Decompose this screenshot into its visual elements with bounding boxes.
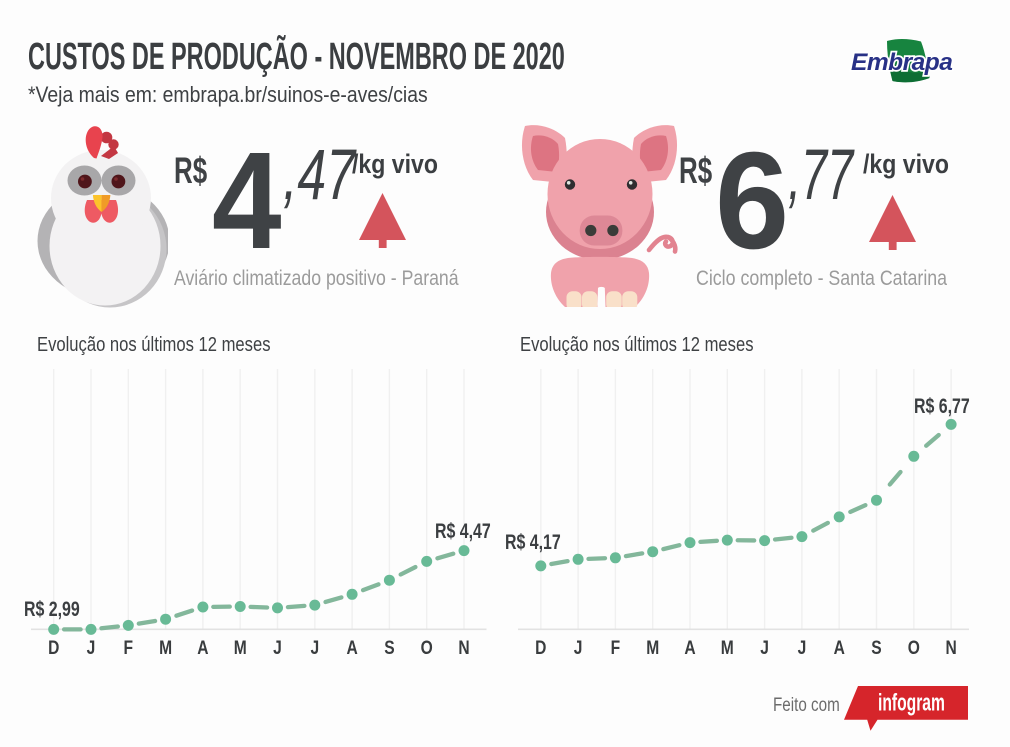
svg-text:M: M bbox=[234, 636, 247, 658]
svg-text:J: J bbox=[87, 636, 96, 658]
svg-text:M: M bbox=[159, 636, 172, 658]
svg-text:M: M bbox=[646, 636, 659, 658]
svg-text:F: F bbox=[124, 636, 134, 658]
svg-text:A: A bbox=[346, 636, 357, 658]
svg-text:Embrapa: Embrapa bbox=[851, 49, 952, 76]
svg-text:A: A bbox=[834, 636, 845, 658]
svg-text:S: S bbox=[384, 636, 395, 658]
svg-text:O: O bbox=[421, 636, 433, 658]
svg-text:infogram: infogram bbox=[878, 691, 945, 717]
svg-text:J: J bbox=[798, 636, 807, 658]
svg-text:O: O bbox=[908, 636, 920, 658]
svg-text:N: N bbox=[458, 636, 469, 658]
svg-text:J: J bbox=[574, 636, 583, 658]
svg-text:A: A bbox=[684, 636, 695, 658]
svg-text:M: M bbox=[721, 636, 734, 658]
svg-text:J: J bbox=[273, 636, 282, 658]
svg-text:D: D bbox=[535, 636, 546, 658]
svg-text:F: F bbox=[611, 636, 621, 658]
svg-text:N: N bbox=[945, 636, 956, 658]
svg-text:A: A bbox=[197, 636, 208, 658]
svg-text:J: J bbox=[310, 636, 319, 658]
svg-text:D: D bbox=[48, 636, 59, 658]
svg-text:J: J bbox=[760, 636, 769, 658]
svg-text:S: S bbox=[871, 636, 882, 658]
